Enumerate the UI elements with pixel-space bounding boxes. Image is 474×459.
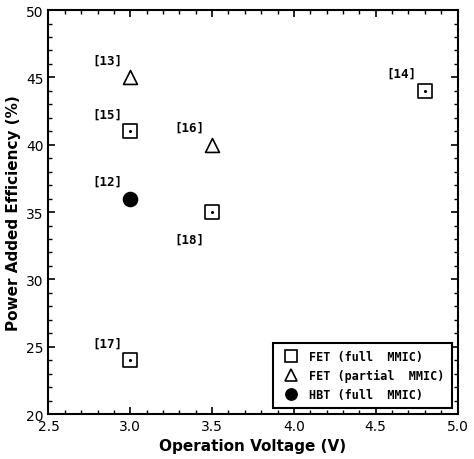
Point <box>127 74 134 82</box>
Text: [16]: [16] <box>174 122 204 134</box>
X-axis label: Operation Voltage (V): Operation Voltage (V) <box>159 438 346 453</box>
Text: [14]: [14] <box>387 68 417 81</box>
Text: [18]: [18] <box>174 233 204 246</box>
Text: [12]: [12] <box>92 175 122 188</box>
Y-axis label: Power Added Efficiency (%): Power Added Efficiency (%) <box>6 95 20 330</box>
Point <box>208 142 216 149</box>
Point <box>208 209 216 216</box>
Point <box>208 209 216 216</box>
Text: [17]: [17] <box>92 336 122 350</box>
Point <box>421 88 428 95</box>
Point <box>127 128 134 135</box>
Point <box>127 128 134 135</box>
Point <box>127 357 134 364</box>
Point <box>127 196 134 203</box>
Text: [15]: [15] <box>92 108 122 121</box>
Point <box>127 357 134 364</box>
Text: [13]: [13] <box>92 55 122 67</box>
Point <box>421 88 428 95</box>
Legend: FET (full  MMIC), FET (partial  MMIC), HBT (full  MMIC): FET (full MMIC), FET (partial MMIC), HBT… <box>273 343 452 408</box>
